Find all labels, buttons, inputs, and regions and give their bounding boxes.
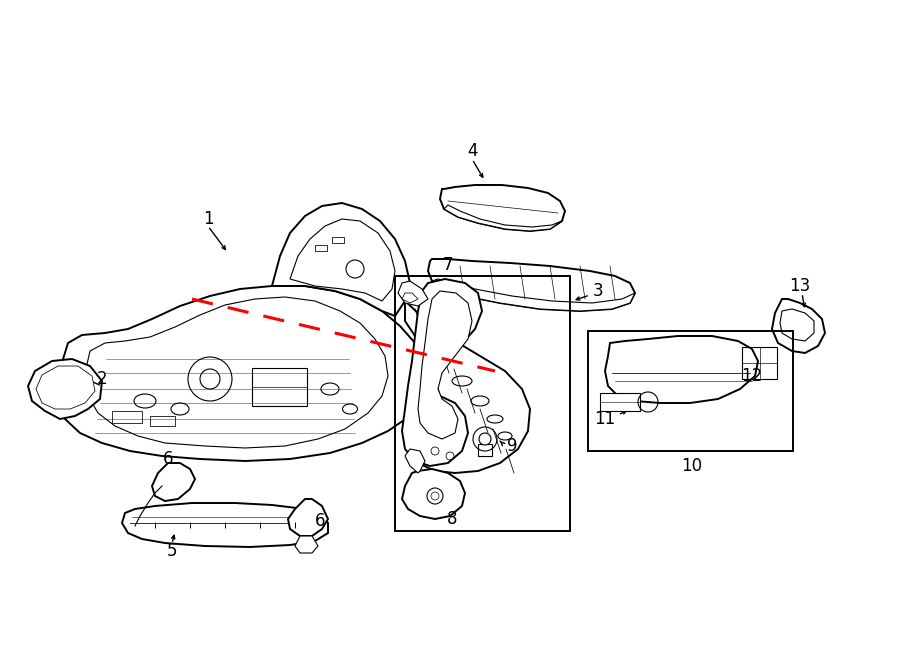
Text: 6: 6: [315, 512, 325, 530]
Polygon shape: [28, 359, 102, 419]
Bar: [588, 331, 793, 451]
Polygon shape: [772, 299, 825, 353]
Polygon shape: [288, 499, 328, 536]
Bar: [252, 368, 307, 406]
Polygon shape: [418, 291, 472, 439]
Polygon shape: [444, 205, 562, 231]
Text: 5: 5: [166, 542, 177, 560]
Text: 9: 9: [507, 437, 517, 455]
Polygon shape: [295, 536, 318, 553]
Bar: [150, 416, 175, 426]
Polygon shape: [272, 203, 410, 316]
Polygon shape: [402, 469, 465, 519]
Polygon shape: [780, 309, 814, 341]
Polygon shape: [122, 503, 328, 547]
Bar: [315, 245, 327, 251]
Text: 6: 6: [163, 450, 173, 468]
Text: 13: 13: [789, 277, 811, 295]
Bar: [395, 276, 570, 531]
Bar: [600, 393, 640, 411]
Polygon shape: [85, 297, 388, 448]
Text: 12: 12: [742, 367, 762, 385]
Circle shape: [479, 433, 491, 445]
Polygon shape: [405, 301, 530, 473]
Polygon shape: [440, 185, 565, 231]
Bar: [478, 444, 492, 456]
Polygon shape: [402, 279, 482, 466]
Text: 1: 1: [202, 210, 213, 228]
Polygon shape: [428, 259, 635, 311]
Polygon shape: [36, 366, 95, 409]
Polygon shape: [398, 281, 428, 306]
Text: 2: 2: [96, 370, 107, 388]
Text: 8: 8: [446, 510, 457, 528]
Text: 7: 7: [443, 256, 454, 274]
Bar: [112, 411, 142, 423]
Polygon shape: [405, 449, 425, 473]
Text: 10: 10: [681, 457, 703, 475]
Bar: [742, 347, 777, 379]
Polygon shape: [402, 293, 418, 303]
Polygon shape: [605, 336, 758, 403]
Polygon shape: [152, 463, 195, 501]
Polygon shape: [432, 279, 635, 311]
Bar: [332, 237, 344, 243]
Text: 4: 4: [467, 142, 477, 160]
Polygon shape: [58, 286, 428, 461]
Polygon shape: [290, 219, 395, 301]
Text: 3: 3: [593, 282, 603, 300]
Text: 11: 11: [594, 410, 616, 428]
